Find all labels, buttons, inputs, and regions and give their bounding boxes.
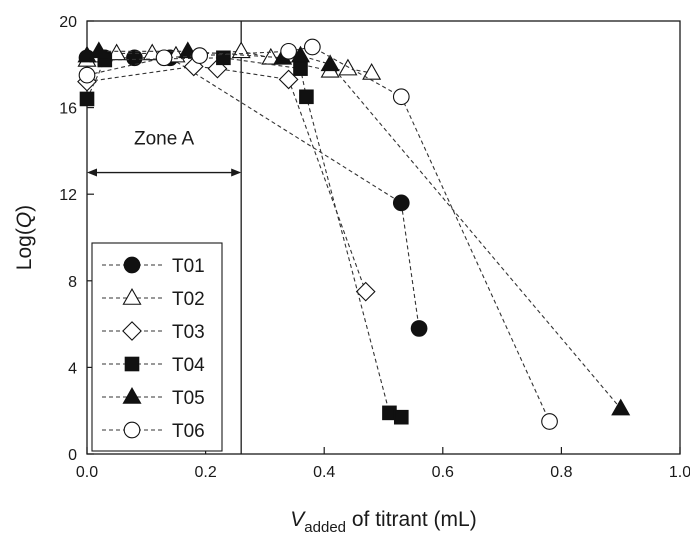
data-point [392, 88, 410, 106]
x-axis-label: Vadded of titrant (mL) [290, 508, 476, 536]
series-line [86, 65, 367, 292]
data-point [78, 66, 96, 84]
series-T04 [79, 50, 409, 425]
chart-legend: T01 T02 T03 T04 T05 T06 [91, 242, 223, 452]
legend-marker [122, 288, 142, 305]
data-point [231, 41, 251, 59]
data-point [293, 61, 308, 76]
chart-axis-labels: Vadded of titrant (mL) Log(Q) [13, 205, 477, 536]
y-tick-label: 16 [59, 101, 77, 118]
data-point [410, 320, 428, 337]
zone-arrow-head-right [231, 168, 242, 177]
legend-item-T06: T06 [102, 421, 205, 442]
legend-marker [123, 256, 141, 274]
legend-item-T03: T03 [102, 321, 205, 343]
data-point [299, 89, 314, 105]
legend-label: T01 [172, 256, 205, 277]
legend-marker [122, 387, 142, 404]
data-point [216, 50, 231, 66]
legend-item-T04: T04 [102, 355, 205, 376]
data-point [79, 91, 95, 107]
data-point [280, 42, 297, 60]
chart-series [77, 38, 631, 430]
legend-marker [123, 421, 141, 439]
x-tick-label: 1.0 [669, 464, 690, 481]
data-point [362, 63, 382, 80]
data-point [303, 38, 321, 56]
data-point [541, 413, 558, 430]
data-point [278, 69, 299, 90]
x-tick-label: 0.2 [194, 464, 216, 481]
x-tick-label: 0.8 [550, 464, 572, 481]
legend-item-T05: T05 [102, 387, 205, 409]
legend-label: T04 [172, 355, 205, 376]
legend-marker [124, 356, 140, 372]
data-point [191, 47, 209, 64]
legend-box [91, 242, 223, 452]
legend-item-T02: T02 [102, 288, 205, 310]
plot-frame [86, 20, 681, 455]
y-tick-label: 8 [68, 274, 77, 291]
data-point [611, 398, 631, 416]
legend-label: T06 [172, 421, 205, 442]
y-tick-label: 12 [59, 187, 77, 204]
legend-label: T03 [172, 322, 205, 343]
legend-label: T02 [172, 289, 205, 310]
data-point [320, 54, 340, 72]
x-tick-label: 0.4 [313, 464, 335, 481]
y-tick-label: 20 [59, 14, 77, 31]
legend-marker [122, 321, 142, 341]
chart-annotations: Zone A [87, 21, 242, 454]
data-point [155, 49, 173, 67]
series-T06 [78, 38, 558, 430]
data-point [392, 194, 410, 212]
x-tick-label: 0.0 [76, 464, 98, 481]
legend-item-T01: T01 [102, 256, 205, 277]
zone-label: Zone A [134, 128, 195, 149]
zone-arrow-head-left [87, 168, 97, 177]
data-point [89, 41, 109, 59]
y-axis-label: Log(Q) [13, 205, 36, 270]
data-point [126, 49, 143, 67]
data-point [77, 45, 97, 63]
legend-label: T05 [172, 388, 205, 409]
data-point [355, 281, 376, 302]
data-point [393, 409, 409, 425]
data-point [107, 43, 127, 61]
y-tick-label: 0 [68, 447, 77, 464]
chart-axes: 0.0 0.2 0.4 0.6 0.8 1.0 0 4 8 12 16 20 [59, 14, 690, 481]
x-tick-label: 0.6 [432, 464, 454, 481]
y-tick-label: 4 [68, 360, 77, 377]
